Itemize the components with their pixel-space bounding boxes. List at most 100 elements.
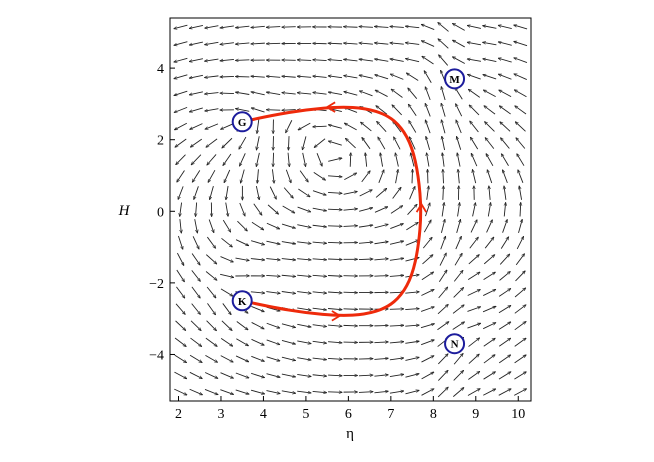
field-arrow [297,307,311,310]
field-arrow [266,339,280,345]
field-arrow [299,170,308,182]
field-arrow [408,88,418,99]
field-arrow [498,289,511,297]
field-arrow [483,272,496,281]
field-arrow [235,43,250,44]
field-arrow [420,324,434,329]
y-tick-label: 2 [157,134,164,149]
critical-point-marker [231,111,253,133]
field-arrow [281,223,295,228]
field-arrow [344,43,358,44]
field-arrow [483,255,495,265]
field-arrow [206,320,217,331]
field-arrow [502,220,508,233]
field-arrow [205,337,217,346]
field-arrow [328,76,343,79]
field-arrow [191,303,201,315]
field-arrow [468,89,481,98]
field-arrow [266,27,281,28]
field-arrow [220,76,234,77]
field-arrow [482,323,496,330]
field-arrow [176,252,183,265]
field-arrow [374,59,389,62]
field-arrow [220,288,233,296]
x-tick-label: 9 [472,407,479,422]
field-arrow [514,389,526,396]
field-arrow [192,236,199,249]
field-arrow [457,136,462,150]
field-arrow [483,90,496,98]
field-arrow [392,105,402,116]
field-arrow [483,389,495,396]
field-arrow [266,92,281,95]
field-arrow [359,75,373,79]
field-arrow [288,136,289,150]
field-arrow [483,289,496,296]
field-arrow [266,356,280,361]
field-arrow [515,254,524,266]
field-arrow [498,338,510,347]
field-arrow [191,154,202,165]
field-arrow [453,270,463,282]
field-arrow [380,153,384,167]
x-axis-label: η [346,426,354,442]
field-arrow [235,257,250,260]
field-arrow [174,371,186,379]
field-arrow [313,60,327,61]
field-arrow [426,136,431,150]
field-arrow [235,239,249,246]
field-arrow [255,185,259,200]
field-arrow [174,122,188,130]
field-arrow [328,92,343,96]
field-arrow [389,275,404,276]
field-arrow [189,107,203,112]
field-arrow [437,304,448,315]
field-arrow [282,205,295,213]
x-tick-label: 6 [345,407,352,422]
field-arrow [312,224,327,227]
field-arrow [297,340,311,344]
field-arrow [374,276,388,277]
field-arrow [358,392,373,393]
field-arrow [438,287,448,299]
field-arrow [297,291,311,294]
field-arrow [266,373,281,378]
field-arrow [312,307,327,310]
field-arrow [250,389,265,394]
field-arrow [374,242,388,245]
field-arrow [251,306,264,311]
field-arrow [266,291,280,294]
field-arrow [174,90,188,95]
field-arrow [251,355,264,361]
field-arrow [222,137,233,148]
field-arrow [235,372,249,378]
field-arrow [180,219,181,233]
field-arrow [500,237,508,249]
field-arrow [312,357,327,360]
field-arrow [312,207,327,211]
field-arrow [456,219,461,233]
field-arrow [251,43,265,44]
x-tick-label: 5 [302,407,309,422]
field-arrow [312,259,327,260]
field-arrow [471,153,478,167]
field-arrow [208,219,214,232]
field-arrow [500,122,511,132]
field-arrow [251,108,265,113]
field-arrow [390,74,404,80]
field-arrow [517,154,525,166]
field-arrow [359,27,373,28]
field-arrow [452,40,465,48]
field-arrow [226,185,229,200]
field-arrow [392,187,401,199]
field-arrow [483,75,497,80]
field-arrow [207,236,215,248]
field-arrow [498,74,512,80]
field-arrow [405,374,419,378]
field-arrow [189,74,204,78]
field-arrow [487,203,490,217]
field-arrow [443,186,444,200]
critical-points: G K M N [231,68,466,355]
field-arrow [328,209,342,210]
